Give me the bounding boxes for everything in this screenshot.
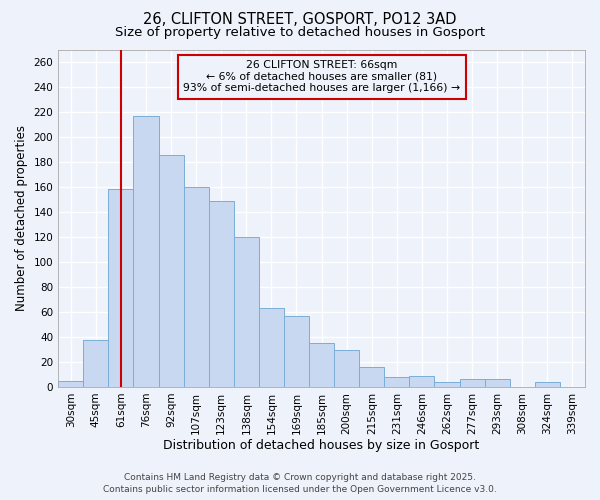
Text: Size of property relative to detached houses in Gosport: Size of property relative to detached ho… [115, 26, 485, 39]
Text: Contains HM Land Registry data © Crown copyright and database right 2025.
Contai: Contains HM Land Registry data © Crown c… [103, 472, 497, 494]
Bar [83, 340, 109, 387]
Bar [359, 367, 385, 387]
Bar [535, 382, 560, 387]
Bar [434, 382, 460, 387]
Bar [109, 188, 133, 387]
Bar [334, 350, 359, 387]
Y-axis label: Number of detached properties: Number of detached properties [15, 126, 28, 312]
Text: 26 CLIFTON STREET: 66sqm
← 6% of detached houses are smaller (81)
93% of semi-de: 26 CLIFTON STREET: 66sqm ← 6% of detache… [183, 60, 460, 94]
Bar [309, 344, 334, 387]
Bar [158, 155, 184, 387]
Bar [284, 316, 309, 387]
Bar [259, 308, 284, 387]
Bar [133, 116, 158, 387]
Bar [184, 188, 209, 387]
Bar [409, 376, 434, 387]
Bar [209, 201, 234, 387]
X-axis label: Distribution of detached houses by size in Gosport: Distribution of detached houses by size … [163, 440, 480, 452]
Bar [234, 237, 259, 387]
Text: 26, CLIFTON STREET, GOSPORT, PO12 3AD: 26, CLIFTON STREET, GOSPORT, PO12 3AD [143, 12, 457, 28]
Bar [58, 380, 83, 387]
Bar [385, 377, 409, 387]
Bar [460, 380, 485, 387]
Bar [485, 380, 510, 387]
